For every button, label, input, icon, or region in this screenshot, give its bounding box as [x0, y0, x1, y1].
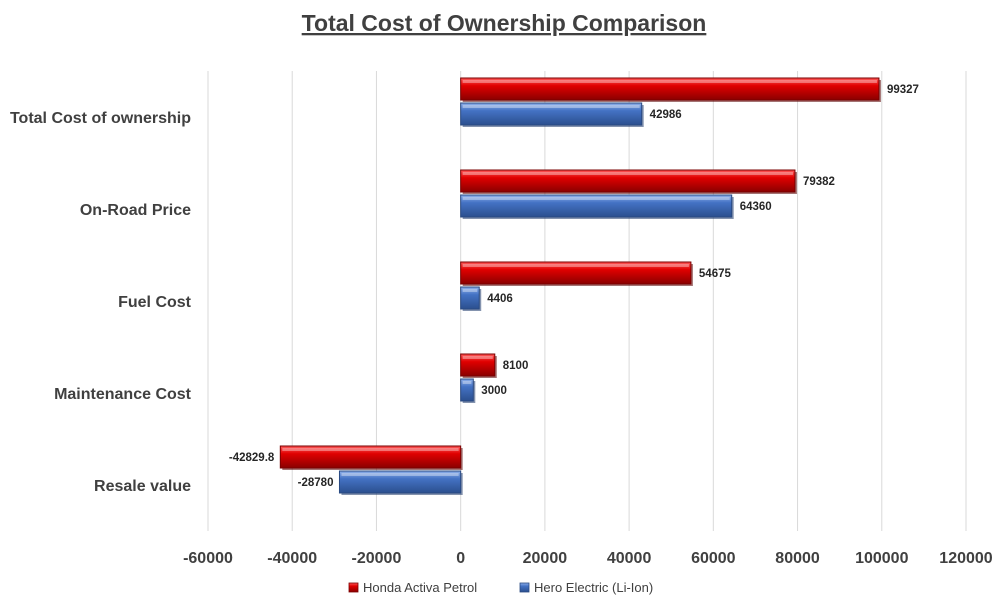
- bars: [279, 77, 881, 495]
- x-tick-label: 40000: [607, 550, 652, 567]
- data-labels: 99327 42986 79382 64360 54675 4406 8100 3000 -42…: [229, 84, 919, 489]
- bar-highlight: [462, 197, 730, 200]
- bar-highlight: [462, 381, 472, 384]
- bar: [460, 194, 733, 218]
- x-tick-label: 80000: [775, 550, 820, 567]
- bar: [460, 169, 796, 193]
- data-label: 4406: [487, 293, 513, 305]
- bar: [460, 286, 480, 310]
- category-label: Total Cost of ownership: [10, 110, 191, 127]
- x-axis-ticks: -60000 -40000 -20000 0 20000 40000 60000 80000 1…: [183, 550, 993, 567]
- data-label: 79382: [803, 176, 835, 188]
- legend-swatch: [519, 582, 530, 593]
- bar-highlight: [462, 356, 493, 359]
- bar: [279, 445, 462, 469]
- data-label: -42829.8: [229, 452, 275, 464]
- x-tick-label: 0: [456, 550, 465, 567]
- data-label: 42986: [650, 109, 682, 121]
- x-tick-label: -20000: [352, 550, 402, 567]
- bar-highlight: [462, 264, 689, 267]
- data-label: -28780: [298, 477, 334, 489]
- category-label: Fuel Cost: [118, 294, 192, 311]
- bar-highlight: [462, 80, 877, 83]
- x-tick-label: -60000: [183, 550, 233, 567]
- bar: [460, 378, 474, 402]
- bar: [460, 102, 643, 126]
- chart-title: Total Cost of Ownership Comparison: [302, 10, 707, 36]
- gridlines: [207, 71, 967, 531]
- x-tick-label: 100000: [855, 550, 908, 567]
- bar: [460, 261, 692, 285]
- x-tick-label: 120000: [939, 550, 992, 567]
- data-label: 64360: [740, 201, 772, 213]
- bar: [460, 353, 496, 377]
- legend-label: Honda Activa Petrol: [363, 580, 477, 595]
- data-label: 8100: [503, 360, 529, 372]
- bar: [338, 470, 462, 494]
- category-labels: Total Cost of ownership On-Road Price Fuel…: [10, 110, 192, 495]
- bar-highlight: [462, 289, 478, 292]
- bar-highlight: [462, 172, 793, 175]
- bar-highlight: [282, 448, 459, 451]
- category-label: On-Road Price: [80, 202, 191, 219]
- legend-label: Hero Electric (Li-Ion): [534, 580, 653, 595]
- bar-highlight: [341, 473, 459, 476]
- x-tick-label: 60000: [691, 550, 736, 567]
- legend: Honda Activa Petrol Hero Electric (Li-Ion…: [348, 580, 653, 595]
- category-label: Resale value: [94, 478, 191, 495]
- data-label: 3000: [481, 385, 507, 397]
- category-label: Maintenance Cost: [54, 386, 192, 403]
- x-tick-label: -40000: [267, 550, 317, 567]
- legend-swatch: [348, 582, 359, 593]
- bar: [460, 77, 880, 101]
- data-label: 54675: [699, 268, 732, 280]
- bar-highlight: [462, 105, 640, 108]
- x-tick-label: 20000: [523, 550, 568, 567]
- data-label: 99327: [887, 84, 919, 96]
